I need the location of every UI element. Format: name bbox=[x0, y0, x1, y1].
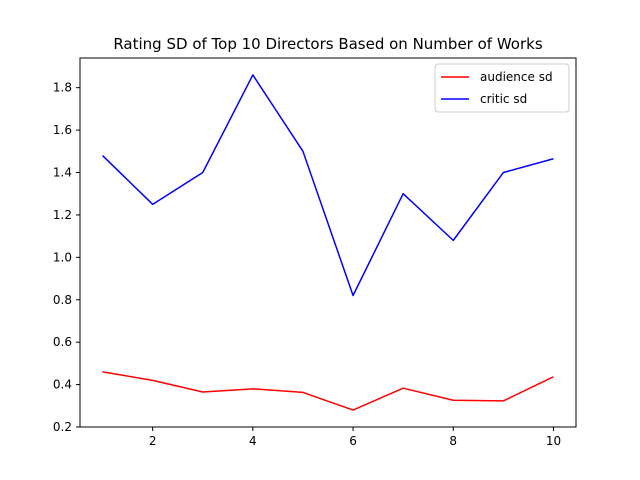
y-tick-label: 1.8 bbox=[53, 81, 72, 95]
y-tick-label: 0.4 bbox=[53, 378, 72, 392]
legend-label: critic sd bbox=[480, 92, 527, 106]
legend-label: audience sd bbox=[480, 70, 553, 84]
series-line-audience-sd bbox=[102, 371, 554, 411]
y-tick-label: 0.6 bbox=[53, 335, 72, 349]
x-tick-label: 4 bbox=[249, 434, 257, 448]
x-tick-label: 8 bbox=[449, 434, 457, 448]
chart-title: Rating SD of Top 10 Directors Based on N… bbox=[113, 35, 542, 53]
y-tick-label: 1.0 bbox=[53, 250, 72, 264]
plot-area bbox=[102, 74, 554, 411]
y-tick-label: 1.4 bbox=[53, 166, 72, 180]
x-tick-label: 6 bbox=[349, 434, 357, 448]
y-tick-label: 1.6 bbox=[53, 123, 72, 137]
y-tick-label: 0.2 bbox=[53, 420, 72, 434]
axes-frame bbox=[79, 57, 577, 428]
y-tick-label: 1.2 bbox=[53, 208, 72, 222]
legend: audience sd critic sd bbox=[434, 63, 570, 113]
legend-box bbox=[434, 63, 570, 113]
series-line-critic-sd bbox=[102, 74, 554, 297]
x-tick-label: 2 bbox=[149, 434, 157, 448]
x-tick-label: 10 bbox=[546, 434, 561, 448]
y-tick-label: 0.8 bbox=[53, 293, 72, 307]
